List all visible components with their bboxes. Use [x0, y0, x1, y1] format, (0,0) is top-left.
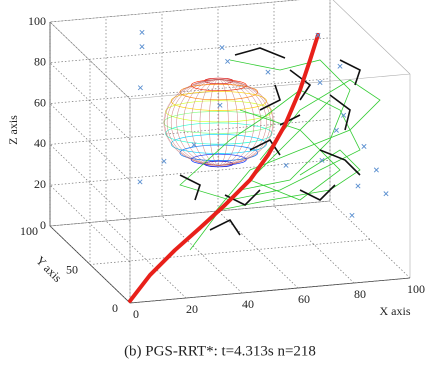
sample-point — [137, 179, 143, 185]
grid-line — [49, 78, 331, 181]
box-edge — [129, 73, 411, 100]
sample-point — [225, 58, 231, 64]
z-tick-label: 20 — [34, 177, 46, 191]
y-tick-label: 0 — [112, 301, 118, 315]
sample-point — [337, 63, 343, 69]
sphere-meridian — [164, 79, 274, 166]
sample-point — [137, 85, 143, 91]
caption: (b) PGS-RRT*: t=4.313s n=218 — [124, 343, 316, 359]
sample-point — [315, 32, 321, 38]
path-line — [128, 32, 320, 303]
grid-line — [105, 17, 187, 299]
sample-point — [217, 102, 223, 108]
box-edge — [49, 0, 300, 23]
x-tick-label: 40 — [242, 297, 254, 311]
y-tick-label: 100 — [20, 224, 38, 238]
x-tick-label: 20 — [186, 302, 198, 316]
x-axis-label: X axis — [380, 304, 411, 318]
grid-line — [49, 200, 331, 304]
sample-point — [341, 112, 347, 118]
sample-point — [349, 212, 355, 218]
z-axis-label: Z axis — [6, 115, 20, 145]
z-tick-label: 100 — [28, 14, 46, 28]
tree-edge — [209, 59, 361, 236]
y-axis-label: Y axis — [33, 253, 65, 285]
grid-line — [329, 0, 411, 279]
grid-line — [49, 119, 331, 222]
tree-edge — [199, 79, 381, 231]
sample-point — [319, 157, 325, 163]
y-tick-label: 50 — [66, 262, 78, 276]
z-tick-label: 40 — [34, 136, 46, 150]
sample-point — [283, 162, 289, 168]
tree-edge — [179, 138, 361, 201]
sample-point — [373, 167, 379, 173]
tree — [179, 47, 381, 251]
grid-line — [49, 159, 331, 263]
grid-line — [49, 22, 331, 227]
tree-edge — [229, 59, 351, 191]
box-edge — [49, 21, 131, 100]
box-edge — [332, 0, 411, 75]
sample-point — [355, 183, 361, 189]
obstacle — [163, 77, 275, 168]
sample-point — [361, 143, 367, 149]
tree-edge — [224, 114, 336, 206]
z-tick-label: 0 — [40, 218, 46, 232]
z-tick-label: 60 — [34, 95, 46, 109]
tree-edge — [234, 47, 351, 131]
tree-edge — [239, 99, 341, 201]
sample-point — [219, 45, 225, 51]
x-tick-label: 60 — [298, 292, 310, 306]
grid-line — [49, 0, 301, 100]
sample-point — [333, 127, 339, 133]
sample-point — [139, 29, 145, 35]
x-tick-label: 80 — [354, 287, 366, 301]
sample-point — [265, 69, 271, 75]
marks — [128, 29, 389, 303]
grid-line — [89, 60, 371, 265]
sample-point — [191, 142, 197, 148]
z-tick-label: 80 — [34, 55, 46, 69]
grid-line — [49, 37, 331, 141]
x-tick-label: 100 — [407, 282, 425, 296]
sample-point — [161, 158, 167, 164]
sample-point — [317, 80, 323, 86]
sample-point — [139, 44, 145, 50]
sample-point — [383, 191, 389, 197]
x-tick-label: 0 — [133, 307, 139, 321]
